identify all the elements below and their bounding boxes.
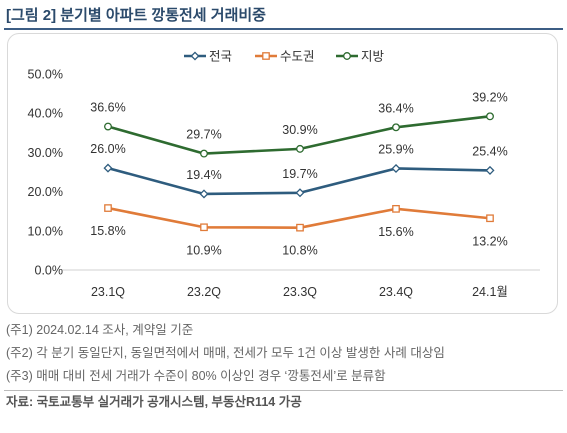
y-tick-label: 40.0%: [28, 107, 63, 121]
data-point: [296, 144, 304, 153]
data-point: [296, 223, 304, 232]
data-point: [295, 188, 305, 198]
x-tick-label: 23.1Q: [91, 285, 125, 299]
x-tick-label: 23.3Q: [283, 285, 317, 299]
data-point: [103, 163, 113, 173]
data-point: [104, 122, 112, 131]
x-tick-label: 23.2Q: [187, 285, 221, 299]
data-label: 19.7%: [282, 167, 317, 181]
data-label: 15.6%: [378, 225, 413, 239]
data-label: 19.4%: [186, 168, 221, 182]
data-point: [391, 163, 401, 173]
data-label: 36.4%: [378, 101, 413, 115]
data-label: 10.8%: [282, 244, 317, 258]
title-divider: [4, 28, 563, 30]
line-chart: 0.0% 10.0% 20.0% 30.0% 40.0% 50.0% 23.1Q 23.2Q 2…: [28, 50, 540, 299]
y-tick-label: 50.0%: [28, 68, 63, 82]
x-tick-label: 24.1월: [472, 285, 508, 299]
legend-marker: [190, 51, 200, 61]
data-label: 25.9%: [378, 142, 413, 156]
footnote: (주1) 2024.02.14 조사, 계약일 기준: [6, 323, 194, 337]
footnotes: (주1) 2024.02.14 조사, 계약일 기준 (주2) 각 분기 동일단…: [6, 319, 445, 388]
figure-title: [그림 2] 분기별 아파트 깡통전세 거래비중: [6, 7, 266, 24]
footnote: (주3) 매매 대비 전세 거래가 수준이 80% 이상인 경우 ‘깡통전세’로…: [6, 369, 386, 383]
y-tick-label: 10.0%: [28, 224, 63, 238]
footnote: (주2) 각 분기 동일단지, 동일면적에서 매매, 전세가 모두 1건 이상 …: [6, 346, 445, 360]
data-point: [200, 223, 208, 232]
y-tick-label: 0.0%: [35, 264, 64, 278]
x-tick-label: 23.4Q: [379, 285, 413, 299]
legend-label: 수도권: [280, 50, 315, 64]
source-divider: [4, 390, 563, 391]
data-point: [199, 189, 209, 199]
data-point: [392, 123, 400, 132]
chart-frame: [7, 33, 558, 314]
legend-label: 전국: [209, 50, 232, 64]
y-tick-label: 20.0%: [28, 185, 63, 199]
data-point: [486, 112, 494, 121]
data-label: 30.9%: [282, 123, 317, 137]
data-label: 10.9%: [186, 243, 221, 257]
data-label: 25.4%: [472, 144, 507, 158]
legend-marker: [343, 52, 351, 60]
source-note: 자료: 국토교통부 실거래가 공개시스템, 부동산R114 가공: [6, 395, 302, 409]
data-label: 39.2%: [472, 90, 507, 104]
data-label: 13.2%: [472, 234, 507, 248]
data-point: [200, 149, 208, 158]
data-point: [485, 165, 495, 175]
data-label: 29.7%: [186, 128, 221, 142]
data-point: [486, 214, 494, 223]
data-label: 26.0%: [90, 142, 125, 156]
legend-label: 지방: [361, 50, 385, 64]
data-label: 36.6%: [90, 101, 125, 115]
y-tick-label: 30.0%: [28, 146, 63, 160]
data-point: [104, 204, 112, 212]
data-point: [392, 204, 400, 213]
data-label: 15.8%: [90, 224, 125, 238]
legend-marker: [262, 52, 270, 60]
